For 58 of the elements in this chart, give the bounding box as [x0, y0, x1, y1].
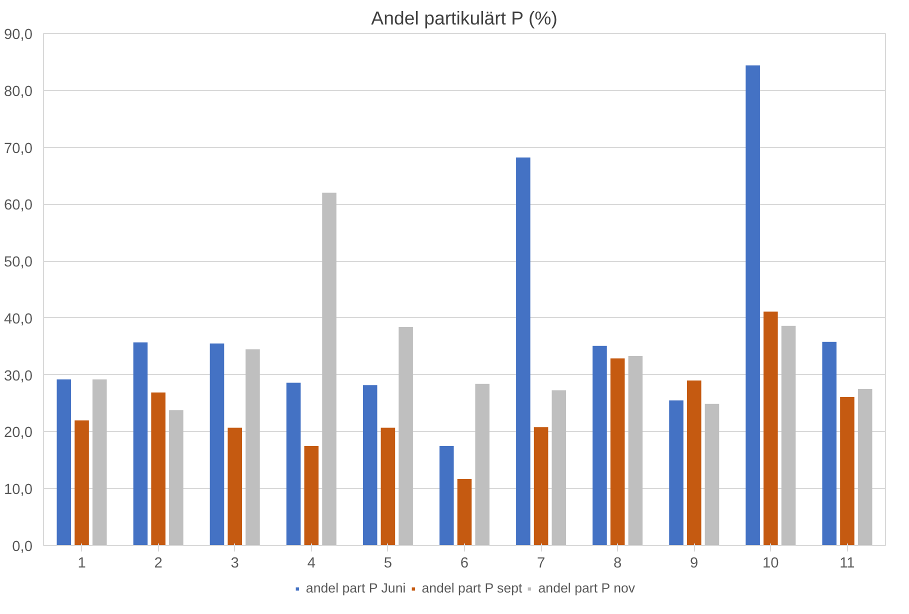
y-tick-label: 90,0 [4, 27, 33, 43]
chart-title: Andel partikulärt P (%) [371, 8, 558, 28]
bar [764, 312, 778, 546]
bar [840, 397, 854, 546]
bar [169, 410, 184, 546]
x-tick-label: 8 [614, 556, 622, 572]
bar [228, 428, 242, 546]
x-tick-label: 2 [154, 556, 162, 572]
bar [552, 390, 566, 546]
bar [304, 446, 319, 546]
y-tick-label: 20,0 [4, 425, 33, 442]
bar [210, 344, 224, 546]
x-tick-label: 3 [230, 556, 239, 572]
bar [669, 400, 684, 546]
bar [628, 356, 643, 546]
bar [151, 392, 166, 546]
legend-label: andel part P Juni [306, 580, 406, 596]
bar [439, 446, 454, 546]
x-tick-label: 9 [690, 556, 698, 572]
bar [534, 427, 548, 546]
bar [858, 389, 872, 546]
x-tick-label: 6 [460, 556, 469, 572]
y-tick-label: 10,0 [4, 482, 33, 498]
bar [781, 326, 796, 546]
bar [610, 358, 625, 546]
bar [133, 342, 148, 546]
y-tick-label: 30,0 [4, 368, 33, 384]
bar [92, 379, 107, 546]
bar [592, 346, 607, 546]
bar [686, 380, 702, 546]
bar [516, 158, 530, 546]
bar [704, 404, 720, 546]
x-tick-label: 10 [762, 556, 779, 572]
bar [475, 384, 490, 546]
y-tick-label: 70,0 [4, 140, 33, 157]
bar [746, 65, 760, 546]
legend-label: andel part P sept [422, 580, 522, 596]
x-tick-label: 7 [536, 556, 546, 572]
bar [322, 192, 336, 546]
bar [286, 382, 301, 546]
y-tick-label: 50,0 [4, 254, 33, 271]
legend-label: andel part P nov [538, 580, 636, 596]
bar [362, 385, 378, 546]
bar [457, 478, 472, 546]
x-tick-label: 4 [307, 556, 316, 572]
bar [246, 349, 260, 546]
bar [74, 420, 89, 546]
y-tick-label: 80,0 [4, 84, 33, 100]
bar [398, 327, 413, 546]
x-tick-label: 1 [78, 556, 86, 572]
y-tick-label: 0,0 [12, 539, 32, 555]
bar [56, 379, 72, 546]
bar [822, 342, 837, 546]
x-tick-label: 11 [840, 556, 855, 572]
y-tick-label: 40,0 [4, 311, 33, 328]
y-tick-label: 60,0 [4, 198, 33, 214]
x-tick-label: 5 [384, 556, 392, 572]
bar [380, 428, 396, 546]
